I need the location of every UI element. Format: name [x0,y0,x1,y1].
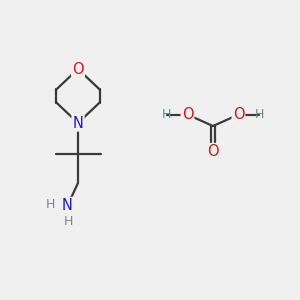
Text: O: O [72,61,84,76]
Text: H: H [63,214,73,228]
Text: O: O [182,107,193,122]
Text: N: N [73,116,83,130]
Text: O: O [233,107,244,122]
Text: H: H [255,108,264,121]
Text: H: H [162,108,171,121]
Text: H: H [45,197,55,211]
Text: N: N [62,198,73,213]
Text: O: O [207,144,219,159]
